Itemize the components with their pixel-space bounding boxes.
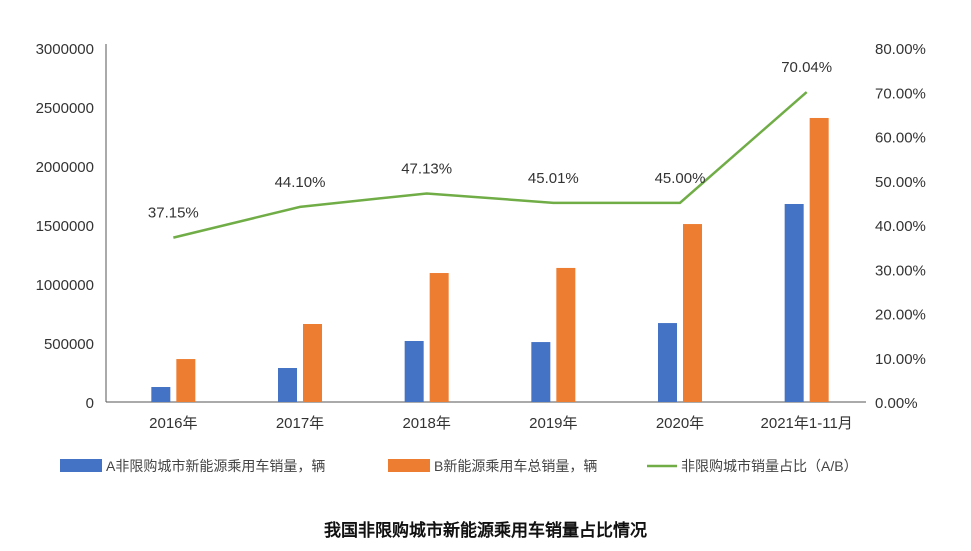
- legend-label: 非限购城市销量占比（A/B）: [681, 458, 858, 474]
- left-axis-tick: 500000: [44, 336, 94, 353]
- right-axis-tick: 80.00%: [875, 41, 926, 58]
- bar-a: [784, 203, 804, 402]
- left-axis-tick: 0: [86, 395, 94, 412]
- legend-label: A非限购城市新能源乘用车销量，辆: [106, 458, 325, 474]
- data-label: 47.13%: [401, 160, 452, 177]
- bar-b: [176, 359, 196, 402]
- x-axis-tick: 2021年1-11月: [761, 415, 853, 432]
- legend-swatch: [60, 459, 102, 472]
- bar-a: [658, 323, 677, 402]
- x-axis-tick: 2016年: [149, 415, 197, 432]
- left-axis-tick: 1000000: [36, 277, 94, 294]
- bar-a: [278, 368, 297, 402]
- left-axis-tick: 3000000: [36, 41, 94, 58]
- legend-swatch: [388, 459, 430, 472]
- ratio-line: [173, 91, 808, 239]
- bar-a: [151, 387, 171, 402]
- x-axis-tick: 2019年: [529, 415, 577, 432]
- right-axis-tick: 10.00%: [875, 351, 926, 368]
- x-axis-tick: 2017年: [276, 415, 324, 432]
- data-label: 45.00%: [655, 170, 706, 187]
- right-axis-tick: 0.00%: [875, 395, 918, 412]
- right-axis-tick: 30.00%: [875, 262, 926, 279]
- left-axis-tick: 1500000: [36, 218, 94, 235]
- x-axis-tick: 2020年: [656, 415, 704, 432]
- left-axis-tick: 2000000: [36, 159, 94, 176]
- right-axis-tick: 40.00%: [875, 218, 926, 235]
- bar-a: [531, 342, 551, 402]
- bar-a: [404, 340, 424, 402]
- right-axis-tick: 70.00%: [875, 85, 926, 102]
- bar-b: [303, 324, 322, 402]
- bar-b: [429, 273, 449, 402]
- data-label: 70.04%: [781, 59, 832, 76]
- bar-b: [683, 224, 702, 402]
- chart-title: 我国非限购城市新能源乘用车销量占比情况: [324, 521, 647, 540]
- legend-label: B新能源乘用车总销量，辆: [434, 458, 597, 474]
- data-label: 37.15%: [148, 205, 199, 222]
- right-axis-tick: 20.00%: [875, 307, 926, 324]
- left-axis-tick: 2500000: [36, 100, 94, 117]
- right-axis-tick: 50.00%: [875, 174, 926, 191]
- bar-b: [556, 267, 576, 402]
- x-axis-tick: 2018年: [402, 415, 450, 432]
- data-label: 44.10%: [275, 174, 326, 191]
- right-axis-tick: 60.00%: [875, 130, 926, 147]
- data-label: 45.01%: [528, 170, 579, 187]
- bar-b: [809, 117, 829, 402]
